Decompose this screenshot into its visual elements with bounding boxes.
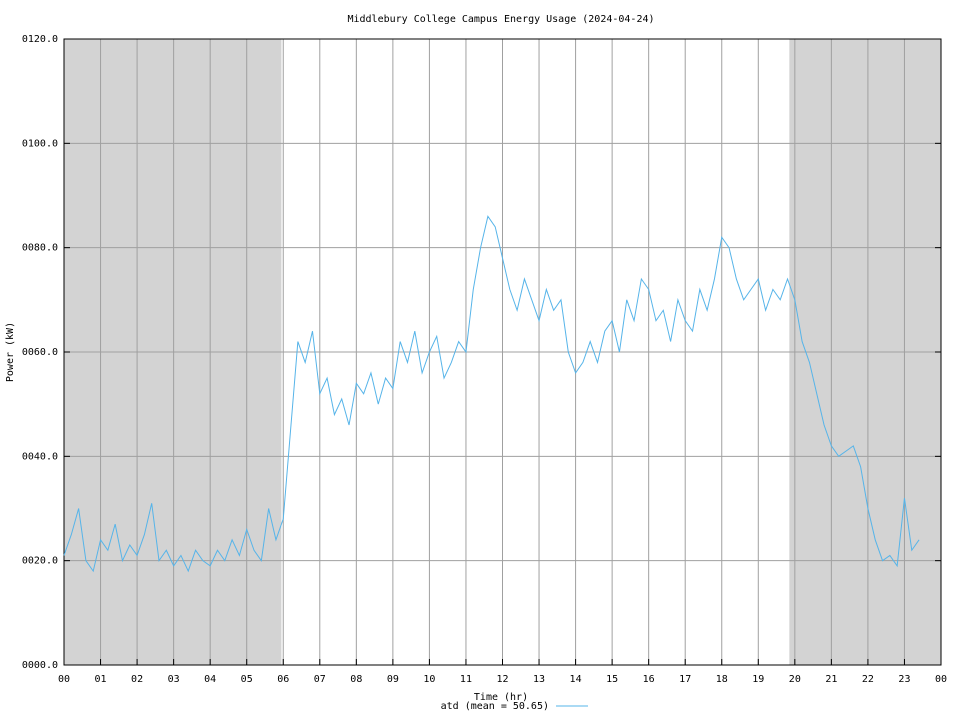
- chart-title: Middlebury College Campus Energy Usage (…: [347, 14, 654, 25]
- y-tick-label: 0120.0: [22, 34, 58, 45]
- x-tick-label: 15: [606, 674, 618, 685]
- plot-border: [63, 38, 942, 666]
- x-tick-label: 02: [131, 674, 143, 685]
- x-tick-label: 23: [898, 674, 910, 685]
- y-tick-label: 0040.0: [22, 451, 58, 462]
- x-tick-label: 05: [241, 674, 253, 685]
- y-tick-label: 0080.0: [22, 243, 58, 254]
- x-tick-label: 06: [277, 674, 289, 685]
- x-axis-label: Time (hr): [474, 692, 528, 703]
- y-tick-label: 0000.0: [22, 660, 58, 671]
- x-tick-label: 14: [570, 674, 582, 685]
- y-tick-label: 0060.0: [22, 347, 58, 358]
- x-tick-label: 10: [423, 674, 435, 685]
- x-tick-label: 20: [789, 674, 801, 685]
- y-axis-label: Power (kW): [5, 322, 16, 382]
- x-tick-label: 11: [460, 674, 472, 685]
- x-tick-label: 22: [862, 674, 874, 685]
- x-tick-label: 19: [752, 674, 764, 685]
- x-tick-label: 01: [95, 674, 107, 685]
- x-tick-label: 12: [496, 674, 508, 685]
- x-tick-label: 07: [314, 674, 326, 685]
- x-tick-label: 17: [679, 674, 691, 685]
- x-tick-label: 00: [935, 674, 947, 685]
- x-tick-label: 04: [204, 674, 216, 685]
- data-line: [63, 215, 920, 573]
- x-tick-label: 09: [387, 674, 399, 685]
- x-tick-label: 13: [533, 674, 545, 685]
- x-tick-label: 18: [716, 674, 728, 685]
- x-tick-label: 03: [168, 674, 180, 685]
- y-tick-label: 0100.0: [22, 138, 58, 149]
- legend-label: atd (mean = 50.65): [441, 701, 549, 712]
- x-tick-label: 08: [350, 674, 362, 685]
- x-tick-label: 16: [643, 674, 655, 685]
- y-tick-label: 0020.0: [22, 556, 58, 567]
- x-tick-label: 00: [58, 674, 70, 685]
- x-tick-label: 21: [825, 674, 837, 685]
